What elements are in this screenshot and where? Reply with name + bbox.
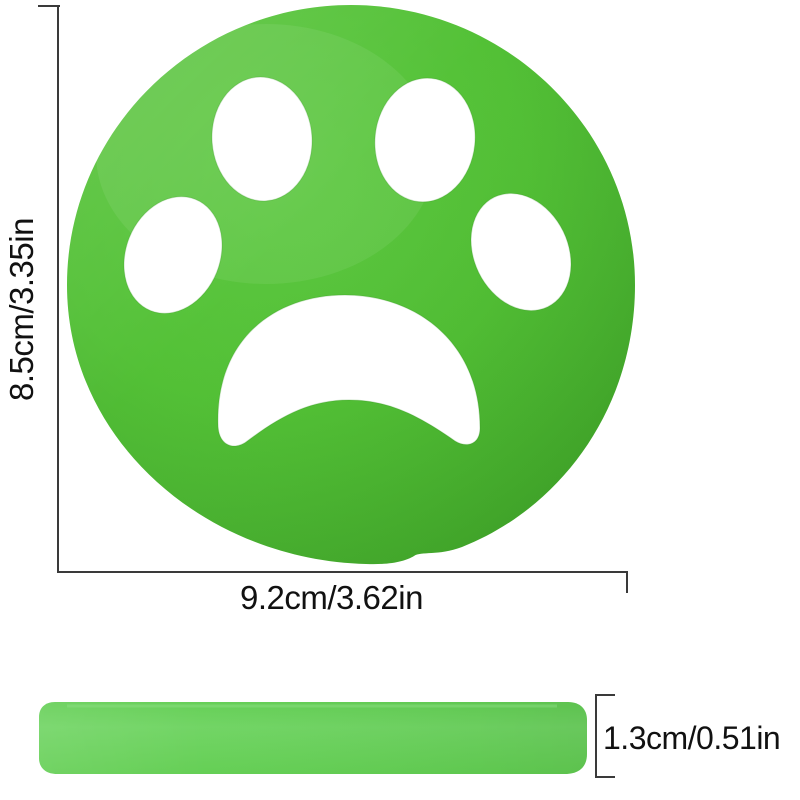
height-dimension-line (57, 5, 59, 573)
width-dimension-line (57, 571, 628, 573)
width-dimension-label: 9.2cm/3.62in (240, 579, 423, 616)
paw-disc-side-view (37, 696, 589, 776)
disc-highlight (96, 24, 436, 284)
thickness-dimension-label: 1.3cm/0.51in (603, 720, 781, 756)
thickness-dimension-tick-bottom (595, 776, 615, 778)
width-dimension-tick-right (626, 571, 628, 593)
cutout-edges (123, 76, 572, 447)
paw-disc-body (67, 5, 635, 565)
thickness-dimension-line (595, 694, 597, 778)
thickness-dimension-tick-top (595, 694, 615, 696)
side-strip-svg (39, 702, 587, 774)
paw-disc-svg (67, 5, 635, 565)
paw-disc-front-view (66, 4, 636, 566)
height-dimension-label: 8.5cm/3.35in (3, 218, 40, 402)
height-dimension-tick-top (38, 5, 60, 7)
